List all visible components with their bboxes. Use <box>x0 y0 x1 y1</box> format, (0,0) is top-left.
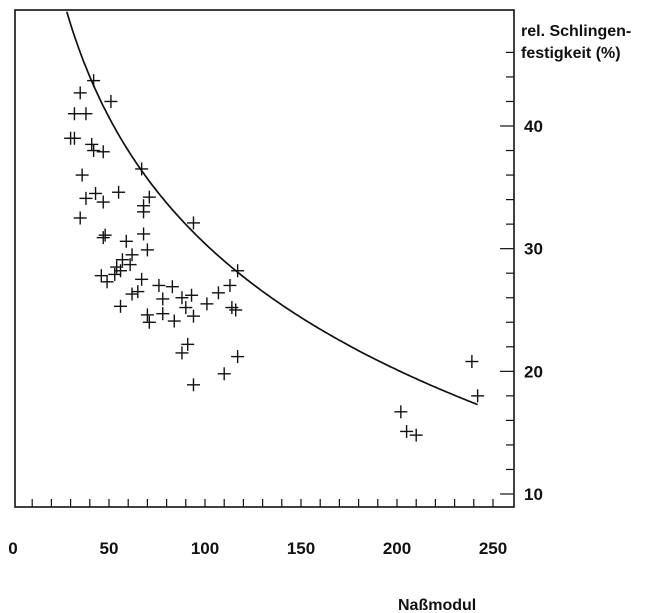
data-point <box>96 231 110 245</box>
data-point <box>110 260 124 274</box>
x-axis-title: Naßmodul <box>398 597 476 613</box>
data-point <box>137 227 151 241</box>
data-point <box>137 199 151 213</box>
data-point <box>67 131 81 145</box>
data-point <box>108 267 122 281</box>
y-tick-label: 20 <box>524 362 543 381</box>
data-point <box>79 191 93 205</box>
data-point <box>231 264 245 278</box>
data-point <box>167 314 181 328</box>
data-point <box>223 278 237 292</box>
x-axis-tick-labels: 0 50 100 150 200 250 <box>8 539 507 558</box>
data-point <box>217 367 231 381</box>
data-point <box>67 107 81 121</box>
data-point <box>87 144 101 158</box>
data-point <box>104 94 118 108</box>
data-point <box>119 234 133 248</box>
data-point <box>73 211 87 225</box>
data-point <box>87 74 101 88</box>
data-point <box>186 216 200 230</box>
data-point <box>131 285 145 299</box>
data-point <box>156 292 170 306</box>
x-axis-minor-ticks <box>31 499 494 507</box>
plot-frame <box>14 9 515 508</box>
x-tick-label: 200 <box>383 539 411 558</box>
data-point <box>135 162 149 176</box>
x-tick-label: 0 <box>8 539 17 558</box>
data-point <box>400 424 414 438</box>
fit-curve <box>65 11 478 406</box>
data-point <box>179 301 193 315</box>
y-axis-title-line-1: rel. Schlingen- <box>521 23 631 40</box>
data-point <box>123 258 137 272</box>
data-point <box>94 269 108 283</box>
data-point <box>79 107 93 121</box>
x-tick-label: 150 <box>287 539 315 558</box>
data-point <box>409 428 423 442</box>
data-point <box>225 301 239 315</box>
data-point <box>89 186 103 200</box>
data-point <box>140 308 154 322</box>
data-point <box>175 346 189 360</box>
data-point <box>140 243 154 257</box>
data-point <box>125 248 139 262</box>
x-tick-label: 100 <box>191 539 219 558</box>
data-point <box>125 287 139 301</box>
data-point <box>100 275 114 289</box>
data-point <box>175 291 189 305</box>
y-axis-title-line-2: festigkeit (%) <box>521 45 621 62</box>
y-axis-minor-ticks <box>500 51 514 495</box>
data-point <box>152 278 166 292</box>
data-point <box>231 350 245 364</box>
y-axis-tick-labels: 10 20 30 40 <box>524 117 543 504</box>
data-point <box>73 86 87 100</box>
data-point <box>185 288 199 302</box>
data-point <box>142 315 156 329</box>
data-point <box>85 137 99 151</box>
x-tick-label: 250 <box>479 539 507 558</box>
data-point <box>142 190 156 204</box>
data-point <box>98 228 112 242</box>
y-tick-label: 30 <box>524 240 543 259</box>
data-points <box>64 74 485 442</box>
data-point <box>75 168 89 182</box>
data-point <box>211 286 225 300</box>
x-tick-label: 50 <box>100 539 119 558</box>
data-point <box>112 185 126 199</box>
data-point <box>96 195 110 209</box>
data-point <box>181 337 195 351</box>
data-point <box>115 253 129 267</box>
data-point <box>465 355 479 369</box>
data-point <box>229 303 243 317</box>
data-point <box>186 309 200 323</box>
y-tick-label: 40 <box>524 117 543 136</box>
data-point <box>135 272 149 286</box>
data-point <box>186 378 200 392</box>
data-point <box>156 307 170 321</box>
data-point <box>200 297 214 311</box>
data-point <box>114 299 128 313</box>
data-point <box>165 280 179 294</box>
y-tick-label: 10 <box>524 485 543 504</box>
data-point <box>96 145 110 159</box>
data-point <box>394 405 408 419</box>
data-point <box>471 389 485 403</box>
data-point <box>114 264 128 278</box>
